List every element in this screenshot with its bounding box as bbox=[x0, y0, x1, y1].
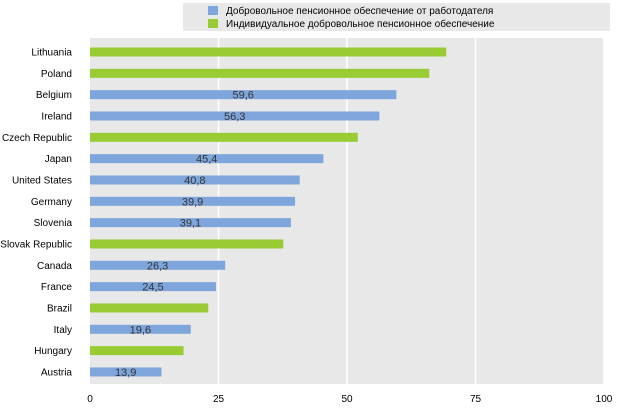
category-label: Japan bbox=[45, 154, 72, 165]
category-label: Germany bbox=[31, 197, 72, 208]
category-label: Lithuania bbox=[31, 48, 72, 59]
data-label: 40,8 bbox=[184, 175, 205, 187]
bar bbox=[90, 282, 216, 292]
bar bbox=[90, 196, 296, 206]
category-label: Slovenia bbox=[34, 218, 73, 229]
category-labels: Lithuania Poland Belgium Ireland Czech Repub… bbox=[0, 48, 72, 379]
bar bbox=[90, 346, 184, 356]
category-label: Slovak Republic bbox=[0, 239, 72, 250]
bar bbox=[90, 239, 284, 249]
bar bbox=[90, 111, 380, 121]
data-label: 26,3 bbox=[147, 260, 168, 272]
bar bbox=[90, 324, 191, 334]
bar bbox=[90, 68, 430, 78]
legend-label-employer: Добровольное пенсионное обеспечение от р… bbox=[226, 5, 493, 17]
data-label: 19,6 bbox=[130, 324, 151, 336]
category-label: Poland bbox=[41, 69, 72, 80]
bar bbox=[90, 175, 300, 185]
bar bbox=[90, 132, 358, 142]
bar bbox=[90, 47, 447, 57]
legend-swatch-employer bbox=[208, 6, 218, 15]
data-label: 39,9 bbox=[182, 196, 203, 208]
bar bbox=[90, 218, 291, 228]
legend-swatch-individual bbox=[208, 19, 218, 28]
category-label: Austria bbox=[41, 367, 73, 378]
x-tick-label: 50 bbox=[341, 394, 353, 405]
data-label: 24,5 bbox=[142, 282, 163, 294]
x-tick-label: 100 bbox=[596, 394, 613, 405]
legend-background bbox=[183, 3, 610, 31]
bar bbox=[90, 367, 162, 377]
x-tick-label: 0 bbox=[87, 394, 93, 405]
data-labels: 59,6 56,3 45,4 40,8 39,9 39,1 26,3 24,5 19,6 13,9 bbox=[115, 90, 254, 379]
bar bbox=[90, 154, 324, 164]
legend-label-individual: Индивидуальное добровольное пенсионное о… bbox=[226, 18, 495, 30]
data-label: 13,9 bbox=[115, 367, 136, 379]
data-label: 39,1 bbox=[180, 218, 201, 230]
bar bbox=[90, 90, 397, 100]
category-label: Canada bbox=[37, 261, 72, 272]
category-label: United States bbox=[12, 175, 72, 186]
x-tick-label: 75 bbox=[470, 394, 482, 405]
legend: Добровольное пенсионное обеспечение от р… bbox=[183, 3, 610, 31]
x-axis-ticks: 0 25 50 75 100 bbox=[87, 394, 613, 405]
category-label: Czech Republic bbox=[2, 133, 72, 144]
category-label: Hungary bbox=[34, 346, 72, 357]
category-label: Belgium bbox=[36, 90, 72, 101]
category-label: France bbox=[41, 282, 73, 293]
category-label: Brazil bbox=[47, 303, 72, 314]
bar bbox=[90, 303, 209, 313]
data-label: 59,6 bbox=[232, 90, 253, 102]
data-label: 45,4 bbox=[196, 154, 217, 166]
bars bbox=[90, 47, 447, 377]
x-tick-label: 25 bbox=[213, 394, 225, 405]
bar bbox=[90, 260, 226, 270]
category-label: Ireland bbox=[41, 111, 72, 122]
data-label: 56,3 bbox=[224, 111, 245, 123]
category-label: Italy bbox=[54, 325, 72, 336]
